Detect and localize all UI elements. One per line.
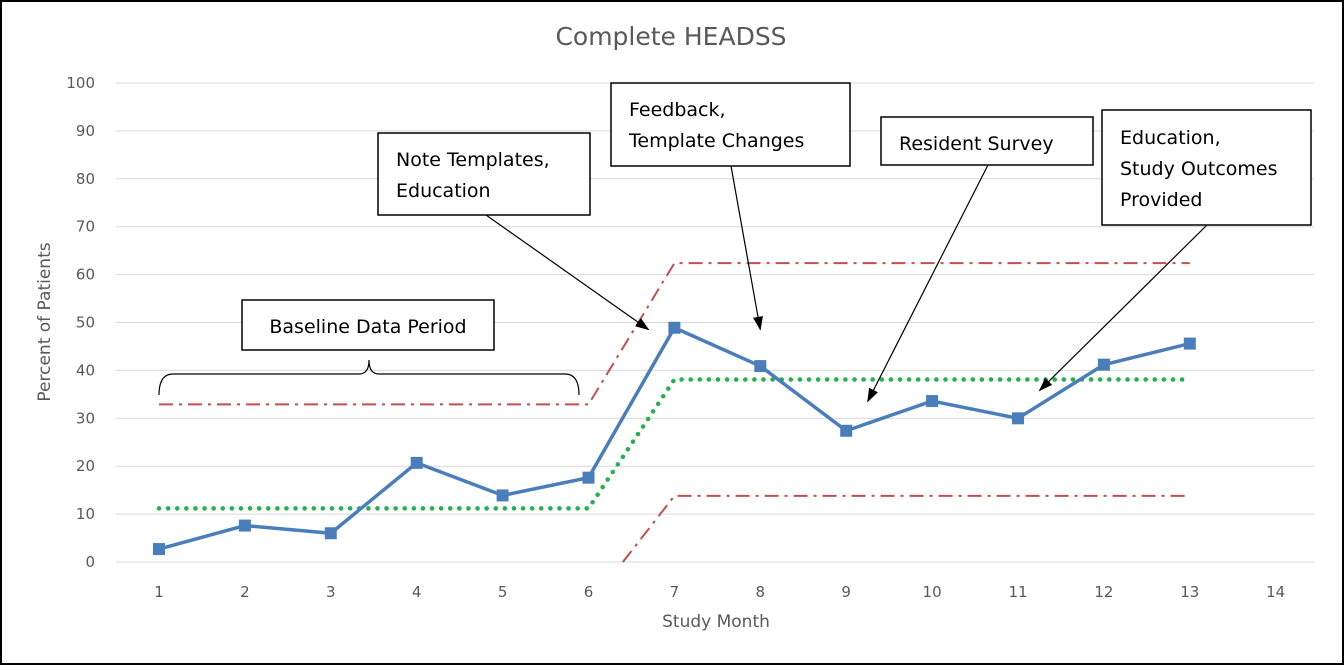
annotation-arrow xyxy=(730,165,763,331)
annotation-arrow xyxy=(867,164,989,403)
annotation-label: Education, xyxy=(1120,127,1221,149)
annotation-arrow xyxy=(1038,224,1208,392)
x-tick-label: 5 xyxy=(498,583,508,601)
annotation-label: Baseline Data Period xyxy=(269,316,466,338)
bracket-layer: Baseline Data Period xyxy=(158,299,580,396)
data-point-marker xyxy=(668,321,681,334)
annotation-box xyxy=(880,116,1094,166)
y-tick-label: 70 xyxy=(76,218,95,236)
annotation-box xyxy=(610,82,851,167)
annotation-label: Study Outcomes xyxy=(1120,158,1278,180)
x-tick-label: 3 xyxy=(326,583,336,601)
annotation-label: Template Changes xyxy=(628,130,804,152)
x-axis-ticks: 1 2 3 4 5 6 7 8 9 10 11 12 13 14 xyxy=(154,583,1285,601)
y-tick-label: 30 xyxy=(76,409,95,427)
annotation-layer: Note Templates, Education Feedback, Templat… xyxy=(377,82,1312,403)
annotation-label: Note Templates, xyxy=(396,149,550,171)
y-tick-label: 100 xyxy=(66,74,95,92)
annotation-label: Resident Survey xyxy=(899,133,1054,155)
x-tick-label: 6 xyxy=(584,583,594,601)
series-line xyxy=(156,377,1193,511)
y-tick-label: 40 xyxy=(76,361,95,379)
y-tick-label: 90 xyxy=(76,122,95,140)
x-tick-label: 4 xyxy=(412,583,422,601)
series-layer xyxy=(153,262,1196,563)
annotation-box xyxy=(241,299,495,351)
series-line xyxy=(158,326,1191,551)
annotation-label: Provided xyxy=(1120,189,1202,211)
data-point-marker xyxy=(1183,337,1196,350)
series-line xyxy=(159,262,1190,406)
x-tick-label: 8 xyxy=(756,583,766,601)
x-tick-label: 7 xyxy=(670,583,680,601)
x-tick-label: 9 xyxy=(841,583,851,601)
y-axis-label: Percent of Patients xyxy=(35,242,55,401)
annotation-box xyxy=(377,132,591,216)
data-point-marker xyxy=(496,489,509,502)
data-point-marker xyxy=(1012,412,1024,425)
data-point-marker xyxy=(153,543,165,556)
series-line xyxy=(622,494,1190,563)
y-tick-label: 20 xyxy=(76,457,95,475)
data-point-marker xyxy=(410,456,423,469)
y-tick-label: 50 xyxy=(76,314,95,332)
x-tick-label: 13 xyxy=(1180,583,1199,601)
y-tick-label: 10 xyxy=(76,505,95,523)
data-point-marker xyxy=(582,471,595,484)
data-point-marker xyxy=(926,395,939,408)
y-tick-label: 80 xyxy=(76,170,95,188)
chart-title: Complete HEADSS xyxy=(555,22,786,51)
x-tick-label: 2 xyxy=(240,583,250,601)
data-point-marker xyxy=(324,527,337,540)
annotation-arrow xyxy=(485,214,650,331)
x-tick-label: 11 xyxy=(1008,583,1027,601)
data-point-marker xyxy=(840,424,853,437)
y-axis-ticks: 0 10 20 30 40 50 60 70 80 90 100 xyxy=(66,74,95,571)
baseline-bracket xyxy=(158,359,580,396)
data-point-marker xyxy=(754,360,767,373)
annotation-label: Feedback, xyxy=(629,99,726,121)
data-point-marker xyxy=(1097,358,1110,371)
y-tick-label: 0 xyxy=(85,553,95,571)
x-tick-label: 1 xyxy=(154,583,164,601)
annotation-label: Education xyxy=(396,180,491,202)
data-point-marker xyxy=(238,519,251,532)
x-tick-label: 12 xyxy=(1094,583,1113,601)
x-tick-label: 14 xyxy=(1266,583,1285,601)
x-axis-label: Study Month xyxy=(662,612,770,632)
y-tick-label: 60 xyxy=(76,266,95,284)
x-tick-label: 10 xyxy=(923,583,942,601)
annotation-box xyxy=(1101,109,1312,226)
